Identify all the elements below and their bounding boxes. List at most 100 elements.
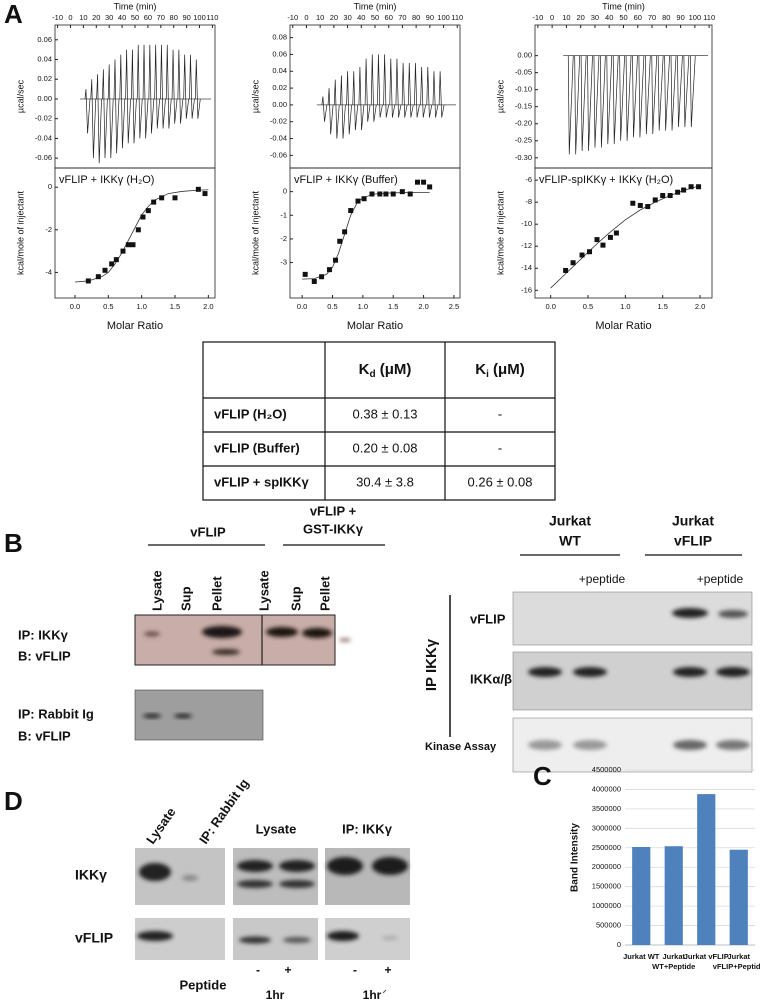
group-label: vFLIP [674, 533, 712, 549]
injection-peak [632, 55, 638, 138]
x-tick-label: 0.0 [297, 302, 307, 311]
x-tick-label: Jurkat [662, 952, 685, 961]
x-tick-label: 0 [550, 13, 554, 22]
y-tick-label: -12 [521, 241, 532, 250]
x-tick-label: 2.0 [418, 302, 428, 311]
x-axis-label: Time (min) [354, 1, 397, 11]
treatment-label: +peptide [579, 572, 626, 586]
y-tick-label: -4 [45, 267, 52, 276]
y-tick-label: 0.04 [272, 66, 287, 75]
x-tick-label: -10 [287, 13, 298, 22]
x-tick-label: 1.5 [388, 302, 398, 311]
injection-peak [657, 55, 664, 131]
group-label: vFLIP [190, 524, 226, 539]
injection-peak [574, 55, 581, 155]
data-point [696, 184, 702, 190]
lane-label: Lysate [143, 805, 179, 847]
injection-peak [689, 55, 696, 128]
lane-label: Pellet [317, 576, 332, 611]
lane-label: Sup [288, 586, 303, 611]
x-tick-label: 100 [193, 13, 206, 22]
data-point [667, 193, 673, 199]
data-point [130, 242, 136, 248]
x-tick-label: 70 [157, 13, 165, 22]
blot-b-right [449, 554, 753, 773]
x-tick-label: 20 [577, 13, 585, 22]
data-point [319, 274, 325, 280]
x-tick-label: 2.0 [695, 302, 705, 311]
injection-peak [612, 55, 619, 145]
y-tick-label: -0.04 [270, 134, 287, 143]
y-tick-label: -8 [525, 197, 532, 206]
y-tick-label: 1000000 [592, 901, 621, 910]
blot-row-label: IKKα/β [470, 671, 512, 686]
data-point [113, 257, 119, 263]
data-point [607, 234, 613, 240]
x-tick-label: -10 [532, 13, 543, 22]
y-tick-label: 4500000 [592, 765, 621, 774]
bar [697, 794, 716, 945]
y-tick-label: 0.04 [37, 55, 52, 64]
table-cell: 30.4 ± 3.8 [356, 474, 414, 489]
table-header: Ki (μM) [475, 361, 524, 380]
bar [664, 846, 683, 945]
x-tick-label: 0.5 [583, 302, 593, 311]
x-axis-label: Time (min) [602, 1, 645, 11]
y-tick-label: 3500000 [592, 804, 621, 813]
row-label: vFLIP + spIKKγ [214, 474, 310, 489]
injection-peak [154, 44, 160, 129]
y-tick-label: -0.06 [35, 153, 52, 162]
injection-peak [142, 44, 149, 139]
table-cell: 0.26 ± 0.08 [468, 474, 533, 489]
x-axis-label: Molar Ratio [347, 320, 403, 332]
injection-peak [407, 62, 414, 118]
y-tick-label: 0.02 [37, 74, 52, 83]
y-tick-label: 3000000 [592, 823, 621, 832]
injection-peak [177, 49, 184, 124]
data-point [302, 271, 308, 277]
data-point [326, 267, 332, 273]
x-tick-label: 10 [316, 13, 324, 22]
data-point [681, 187, 687, 193]
injection-peak [664, 55, 670, 131]
group-label: vFLIP + [310, 503, 357, 518]
header-symbol: K [359, 361, 370, 378]
table-grid [202, 341, 556, 501]
data-point [348, 208, 354, 214]
data-point [85, 278, 91, 284]
data-point [399, 189, 405, 195]
x-tick-label: 0 [304, 13, 308, 22]
y-tick-label: 0 [48, 182, 52, 191]
x-tick-label: 90 [182, 13, 190, 22]
bar [632, 847, 651, 945]
blot-row-label: B: vFLIP [18, 648, 71, 663]
y-tick-label: 4000000 [592, 784, 621, 793]
injection-peak [638, 55, 645, 138]
data-point [159, 195, 165, 201]
data-point [600, 242, 606, 248]
injection-peak [383, 54, 389, 118]
data-point [645, 204, 651, 210]
injection-peak [171, 49, 178, 124]
x-tick-label: 110 [451, 13, 463, 22]
y-tick-label: 1500000 [592, 882, 621, 891]
plot-frame [54, 167, 216, 299]
data-point [660, 193, 666, 199]
blot-row-label: IKKγ [75, 867, 107, 883]
fit-curve [302, 191, 430, 280]
x-axis-label: Molar Ratio [595, 320, 651, 332]
table-cell: - [498, 406, 502, 421]
injection-peak [644, 55, 651, 134]
header-subscript: i [486, 369, 489, 380]
x-tick-label: 1.0 [136, 302, 146, 311]
injection-peak [389, 58, 396, 118]
y-tick-label: 0.02 [272, 83, 287, 92]
x-tick-label: 40 [118, 13, 126, 22]
x-tick-label: 1.0 [620, 302, 630, 311]
data-point [102, 267, 108, 273]
y-tick-label: 2000000 [592, 862, 621, 871]
lane-label: Lysate [256, 570, 271, 611]
injection-peak [651, 55, 658, 134]
x-tick-label: 100 [437, 13, 450, 22]
y-tick-label: -2 [280, 234, 287, 243]
